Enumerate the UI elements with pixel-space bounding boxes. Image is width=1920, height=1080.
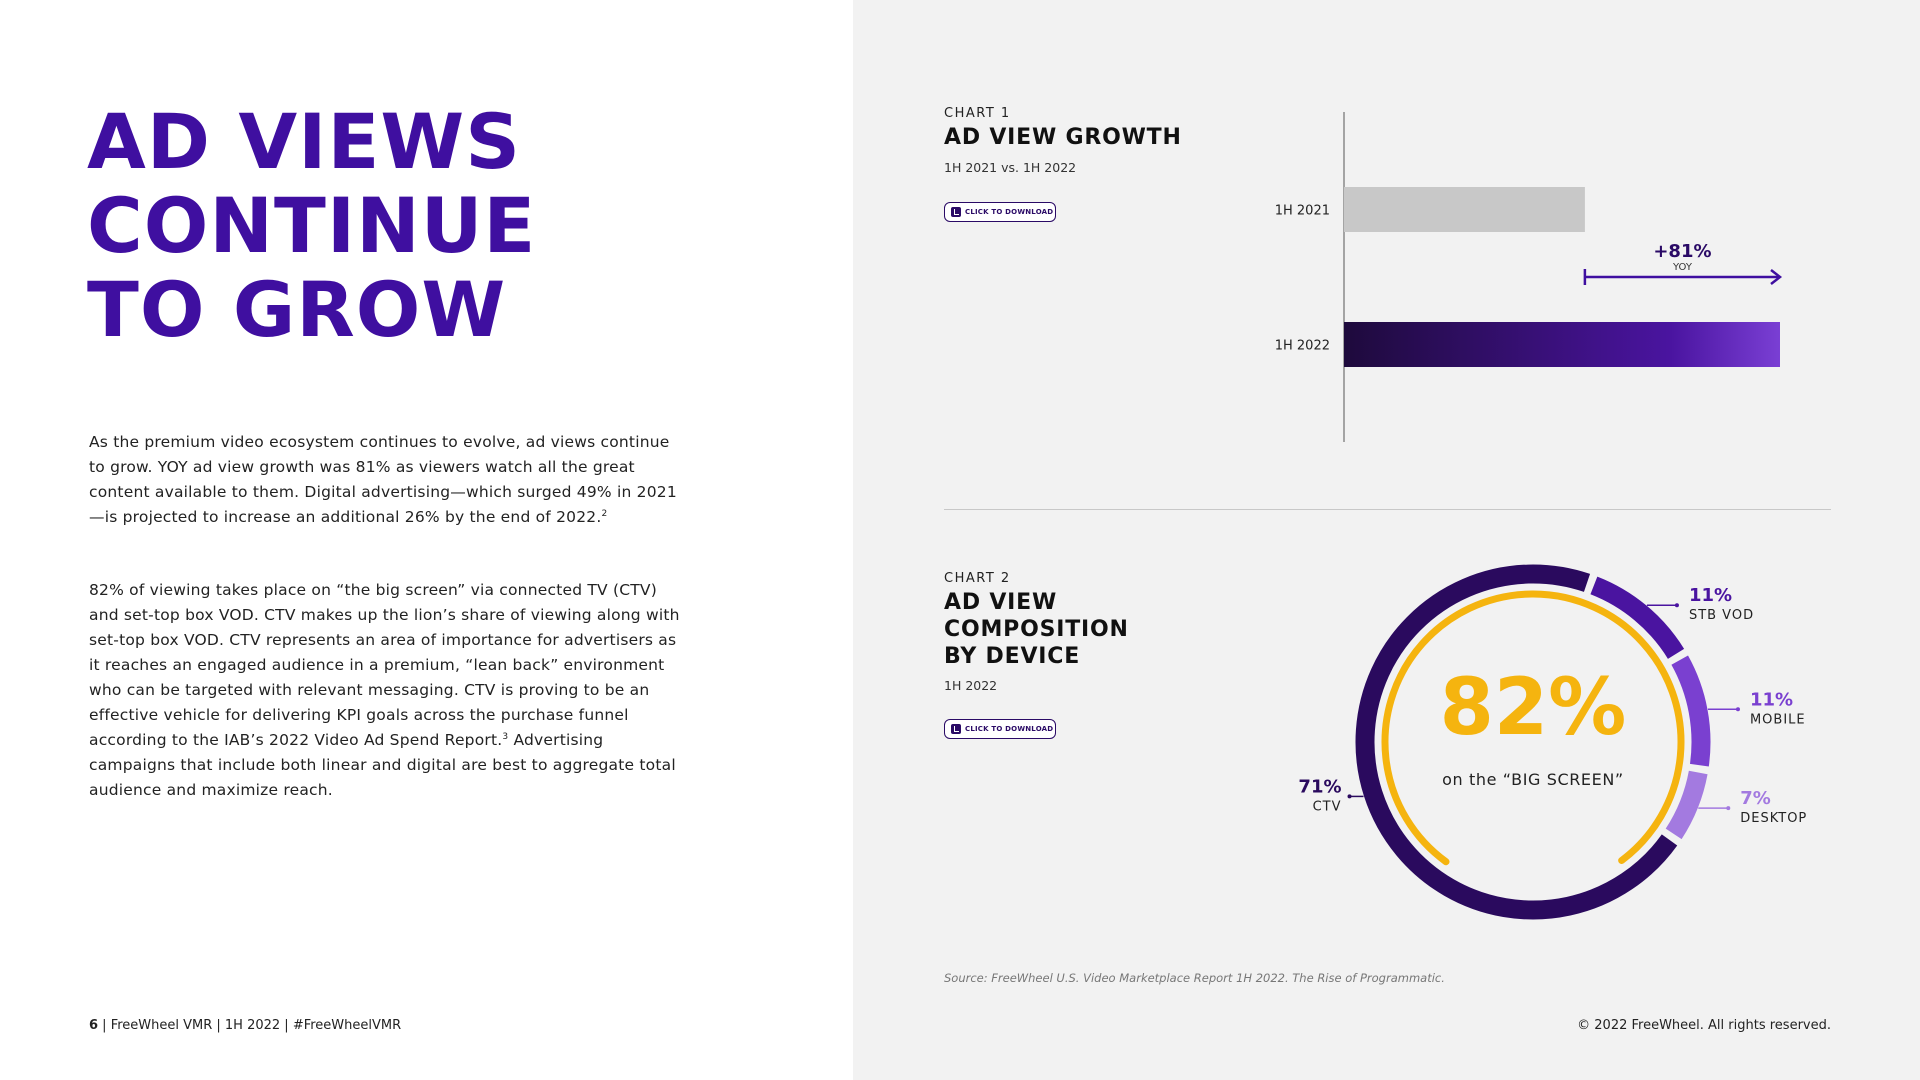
bar-label-1h-2021: 1H 2021	[1275, 204, 1330, 219]
source-note: Source: FreeWheel U.S. Video Marketplace…	[944, 971, 1445, 985]
center-label: on the “BIG SCREEN”	[1442, 770, 1624, 789]
arrow-right-icon	[1770, 269, 1783, 285]
chart-divider	[944, 509, 1831, 510]
chart2-title: AD VIEW COMPOSITION BY DEVICE	[944, 589, 1129, 670]
body-paragraph-2-text-a: 82% of viewing takes place on “the big s…	[89, 581, 680, 749]
donut-segment-stb-vod	[1590, 576, 1685, 659]
leader-dot	[1726, 806, 1731, 811]
headline-line-1: AD VIEWS	[87, 97, 521, 186]
chart2-download-button[interactable]: CLICK TO DOWNLOAD	[944, 719, 1056, 739]
headline-line-3: TO GROW	[87, 265, 507, 354]
chart1-download-button[interactable]: CLICK TO DOWNLOAD	[944, 202, 1056, 222]
chart2-donut-chart: 82% on the “BIG SCREEN” 11% STB VOD 11% MOB…	[1298, 564, 1807, 920]
copyright: © 2022 FreeWheel. All rights reserved.	[1577, 1018, 1831, 1033]
chart1-download-label: CLICK TO DOWNLOAD	[965, 208, 1054, 216]
bar-1h-2022	[1344, 322, 1780, 367]
footer-left: 6 | FreeWheel VMR | 1H 2022 | #FreeWheel…	[89, 1018, 401, 1033]
download-icon	[951, 207, 961, 217]
footer-text: FreeWheel VMR | 1H 2022 | #FreeWheelVMR	[110, 1018, 402, 1033]
center-value: 82%	[1440, 663, 1627, 753]
body-paragraph-2: 82% of viewing takes place on “the big s…	[89, 578, 689, 803]
value-label-desktop: 7%	[1740, 788, 1771, 809]
big-screen-ring	[1381, 590, 1685, 866]
leader-dot	[1674, 603, 1679, 608]
chart2-kicker: CHART 2	[944, 571, 1011, 586]
growth-sub-label: YOY	[1672, 262, 1693, 273]
headline-line-2: CONTINUE	[87, 181, 537, 270]
download-icon	[951, 724, 961, 734]
leader-dot	[1347, 794, 1352, 799]
growth-value: +81%	[1653, 241, 1711, 262]
donut-segment-desktop	[1665, 770, 1708, 840]
footer-separator: |	[98, 1018, 111, 1033]
category-label-ctv: CTV	[1313, 799, 1342, 814]
chart1-kicker: CHART 1	[944, 106, 1011, 121]
footnote-ref-2: 2	[601, 508, 608, 519]
body-paragraph-1: As the premium video ecosystem continues…	[89, 430, 689, 530]
bar-1h-2021	[1344, 187, 1585, 232]
chart1-title: AD VIEW GROWTH	[944, 125, 1182, 150]
bar-label-1h-2022: 1H 2022	[1275, 339, 1330, 354]
category-label-stb-vod: STB VOD	[1689, 608, 1754, 623]
chart2-download-label: CLICK TO DOWNLOAD	[965, 725, 1054, 733]
footnote-ref-3: 3	[502, 731, 509, 742]
right-panel	[853, 0, 1920, 1080]
leader-dot	[1735, 707, 1740, 712]
chart2-subtitle: 1H 2022	[944, 678, 998, 693]
body-paragraph-1-text: As the premium video ecosystem continues…	[89, 433, 677, 526]
value-label-stb-vod: 11%	[1689, 585, 1732, 606]
page-number: 6	[89, 1018, 99, 1033]
category-label-mobile: MOBILE	[1750, 712, 1806, 727]
donut-segment-mobile	[1671, 655, 1711, 767]
chart1-subtitle: 1H 2021 vs. 1H 2022	[944, 160, 1077, 175]
chart2-title-line-1: AD VIEW	[944, 590, 1058, 615]
value-label-ctv: 71%	[1298, 776, 1341, 797]
chart1-bar-chart: 1H 2021 1H 2022 +81%YOY	[1275, 112, 1783, 442]
donut-segment-ctv	[1355, 564, 1678, 920]
body-paragraph-2-text-b: Advertising campaigns that include both …	[89, 731, 676, 799]
value-label-mobile: 11%	[1750, 689, 1793, 710]
chart2-title-line-2: COMPOSITION	[944, 617, 1129, 642]
left-panel	[0, 0, 853, 1080]
page-headline: AD VIEWS CONTINUE TO GROW	[87, 100, 787, 352]
chart2-title-line-3: BY DEVICE	[944, 644, 1081, 669]
category-label-desktop: DESKTOP	[1740, 811, 1807, 826]
